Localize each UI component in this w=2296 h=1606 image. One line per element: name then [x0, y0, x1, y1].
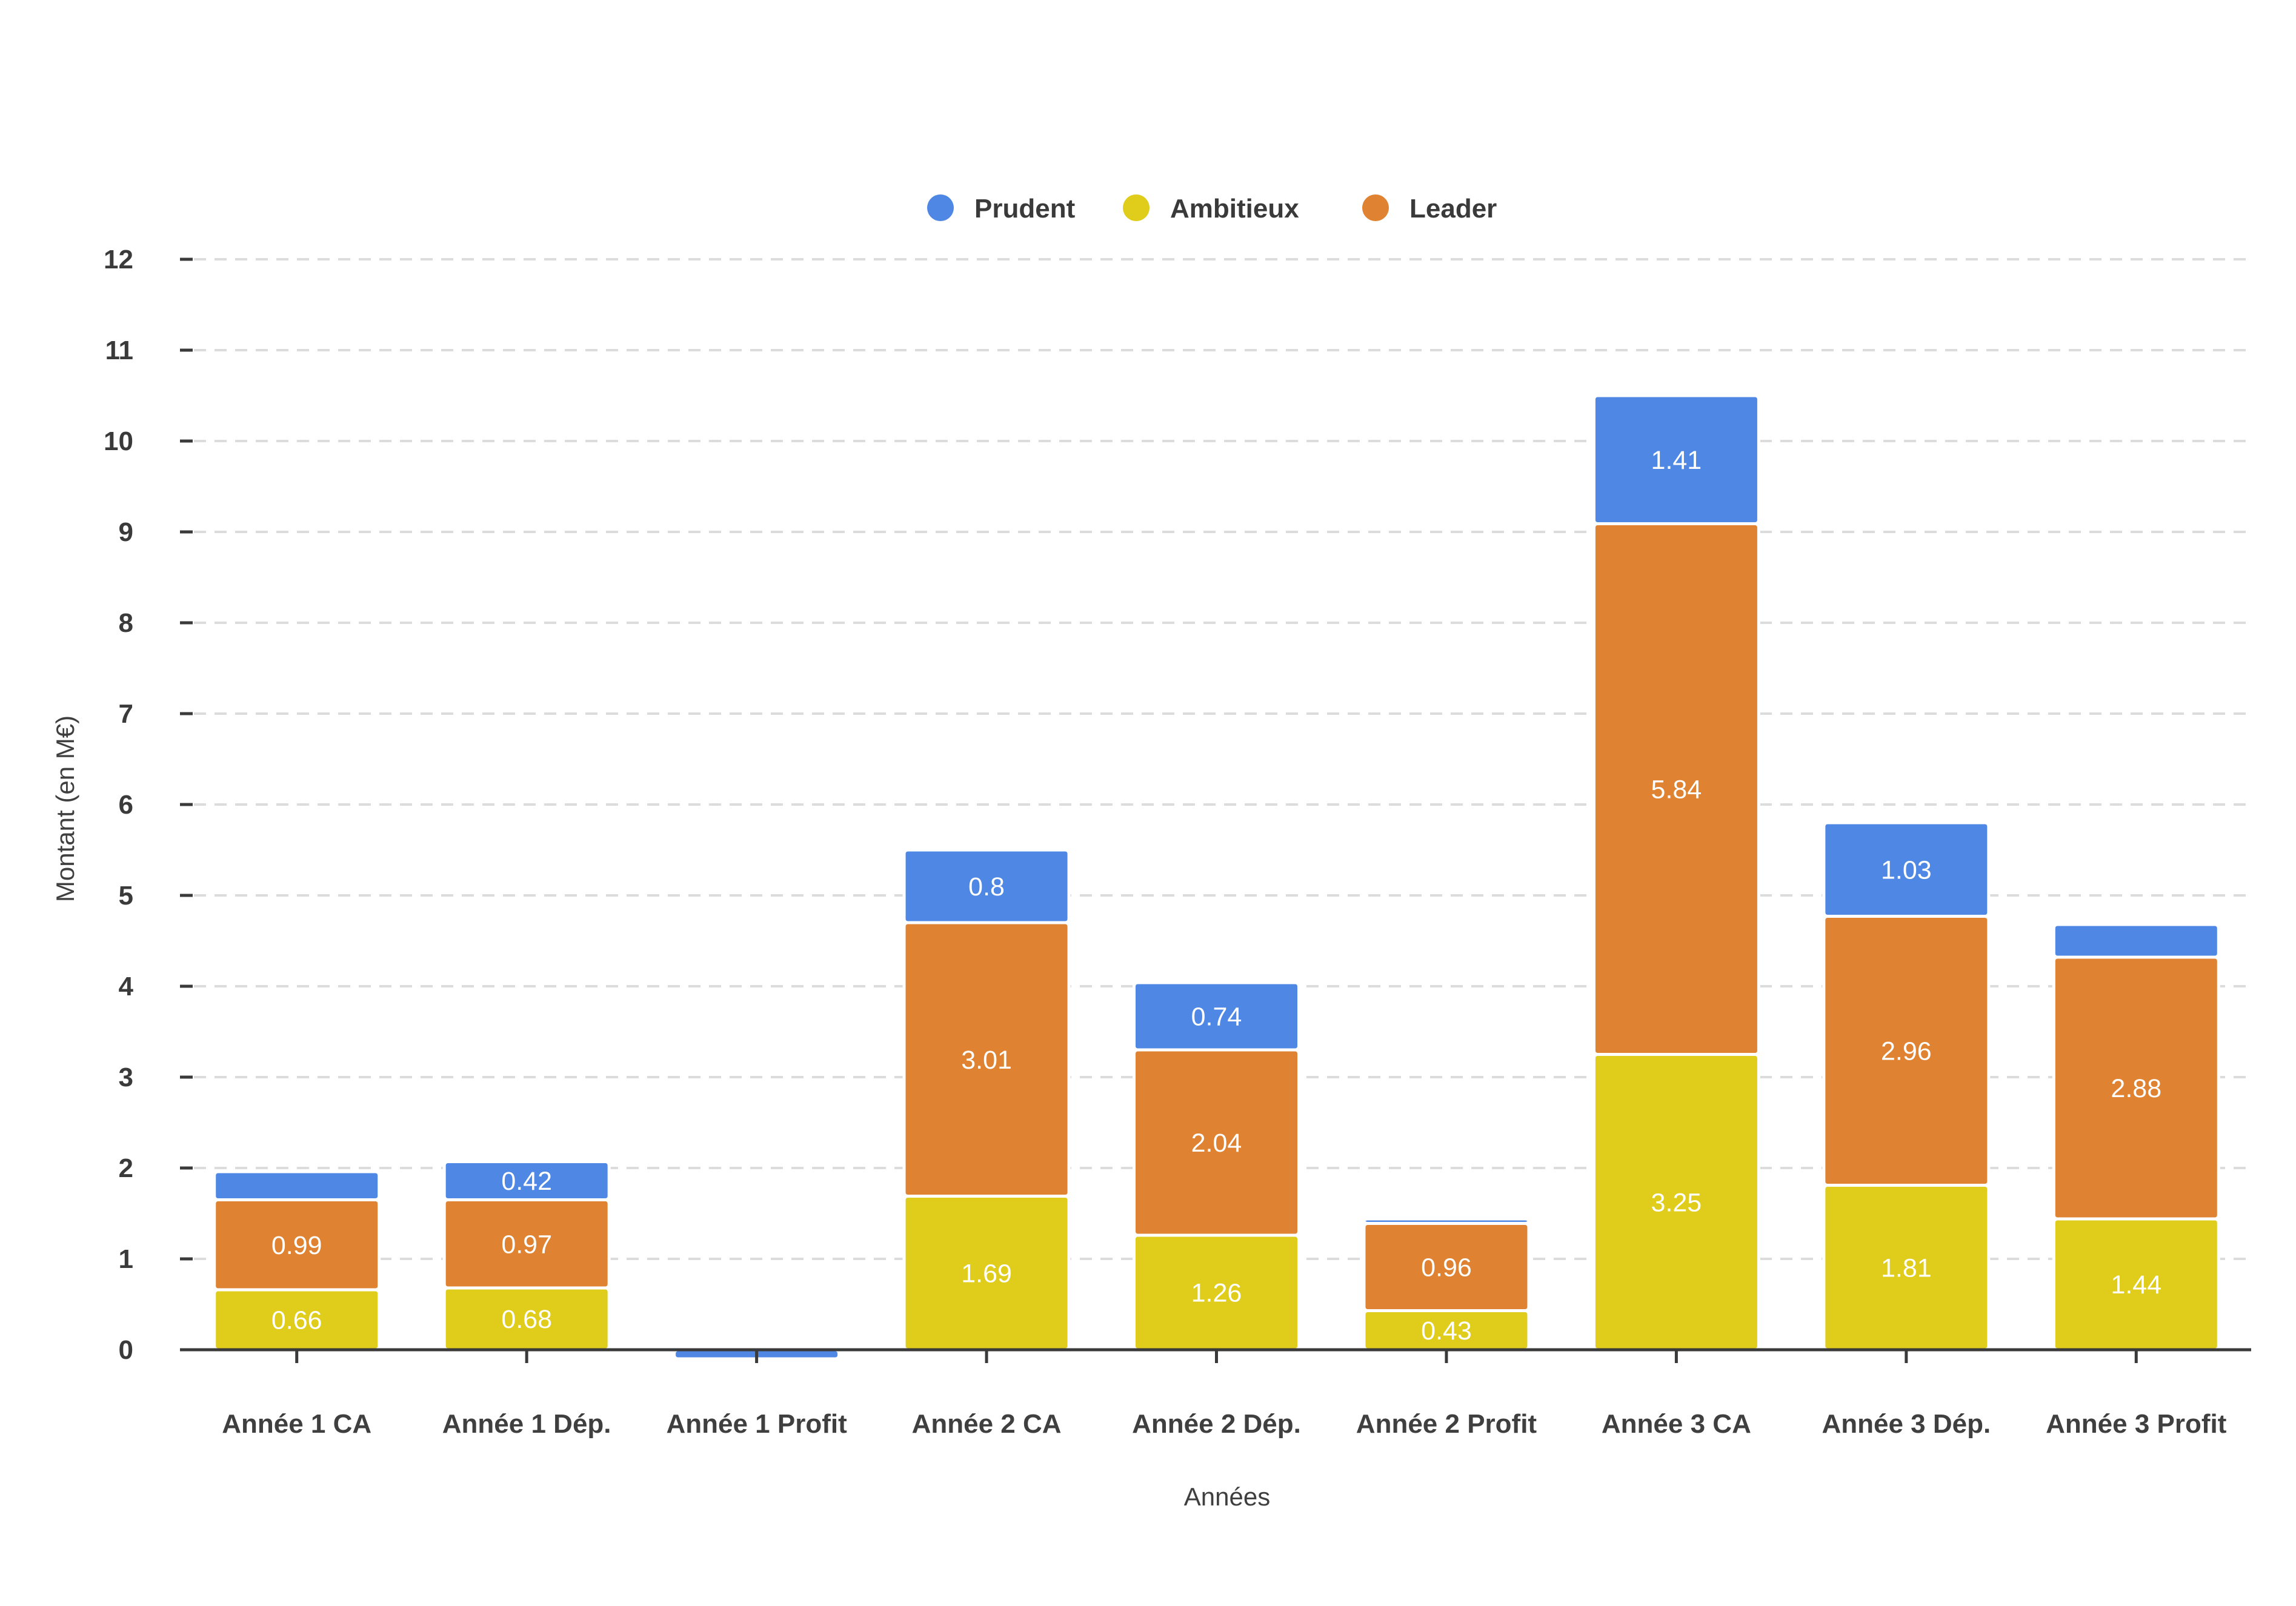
bar-segment-prudent [213, 1170, 381, 1201]
bar-segment-prudent [1822, 821, 1991, 918]
x-tick-label: Année 2 CA [912, 1409, 1062, 1439]
legend-swatch [1123, 194, 1150, 221]
legend-label: Ambitieux [1170, 194, 1299, 224]
legend-label: Leader [1409, 194, 1497, 224]
y-tick-label: 1 [119, 1244, 133, 1274]
bar-segment-prudent [1362, 1217, 1531, 1225]
data-label: 1.41 [1651, 446, 1702, 475]
y-tick-label: 0 [119, 1335, 133, 1365]
x-axis: Année 1 CA Année 1 Dép. Année 1 Profit Anné… [182, 1348, 2251, 1439]
legend-item-prudent[interactable]: Prudent [927, 194, 1076, 224]
data-label: 0.97 [501, 1230, 552, 1259]
y-tick-label: 11 [105, 336, 133, 365]
data-label: 2.88 [2111, 1074, 2161, 1103]
x-tick-label: Année 1 CA [222, 1409, 371, 1439]
data-label: 2.04 [1191, 1129, 1242, 1158]
bar-segment-prudent [1592, 394, 1760, 525]
x-tick-label: Année 2 Dép. [1132, 1409, 1301, 1439]
x-tick-label: Année 3 Profit [2046, 1409, 2227, 1439]
x-tick-label: Année 2 Profit [1356, 1409, 1537, 1439]
bar-segment-prudent [442, 1160, 611, 1201]
data-label: 1.69 [961, 1259, 1012, 1288]
data-label: 2.96 [1881, 1037, 1932, 1066]
data-label: 1.81 [1881, 1253, 1932, 1282]
y-tick-label: 5 [119, 881, 133, 911]
data-label: 1.03 [1881, 855, 1932, 884]
data-label: 3.01 [961, 1046, 1012, 1075]
x-tick-label: Année 1 Dép. [442, 1409, 611, 1439]
legend-item-ambitieux[interactable]: Ambitieux [1123, 194, 1299, 224]
data-label: 0.42 [501, 1167, 552, 1196]
bars: 0.66 0.99 0.68 0.97 0.42 1.69 3.01 0.8 1.26 2.04 0… [213, 394, 2220, 1361]
data-label: 0.96 [1421, 1253, 1472, 1282]
y-tick-label: 6 [119, 790, 133, 820]
x-tick-label: Année 1 Profit [666, 1409, 847, 1439]
x-tick-label: Année 3 CA [1602, 1409, 1751, 1439]
y-tick-label: 9 [119, 517, 133, 547]
y-axis-title: Montant (en M€) [51, 715, 79, 902]
data-label: 0.8 [968, 872, 1005, 901]
legend-swatch [927, 194, 954, 221]
data-label: 0.74 [1191, 1003, 1242, 1032]
y-tick-label: 12 [104, 245, 133, 274]
legend: Prudent Ambitieux Leader [927, 194, 1497, 224]
legend-item-leader[interactable]: Leader [1362, 194, 1497, 224]
legend-swatch [1362, 194, 1389, 221]
data-label: 1.44 [2111, 1270, 2161, 1299]
bar-segment-prudent [2052, 923, 2220, 959]
bar-segment-prudent [1133, 981, 1300, 1052]
x-axis-title: Années [1184, 1482, 1270, 1511]
y-tick-label: 7 [119, 699, 133, 729]
data-label: 5.84 [1651, 775, 1702, 805]
bar-segment-prudent [902, 848, 1071, 924]
data-label: 0.68 [501, 1305, 552, 1334]
data-label: 1.26 [1191, 1279, 1242, 1308]
y-tick-label: 2 [119, 1153, 133, 1183]
data-label: 0.99 [271, 1231, 322, 1260]
data-label: 0.66 [271, 1306, 322, 1335]
x-tick-label: Année 3 Dép. [1822, 1409, 1991, 1439]
y-tick-label: 3 [119, 1063, 133, 1092]
y-tick-label: 4 [119, 972, 134, 1001]
y-tick-label: 10 [104, 426, 133, 456]
legend-label: Prudent [974, 194, 1076, 224]
data-label: 3.25 [1651, 1188, 1702, 1217]
y-tick-label: 8 [119, 608, 133, 638]
data-label: 0.43 [1421, 1316, 1472, 1346]
